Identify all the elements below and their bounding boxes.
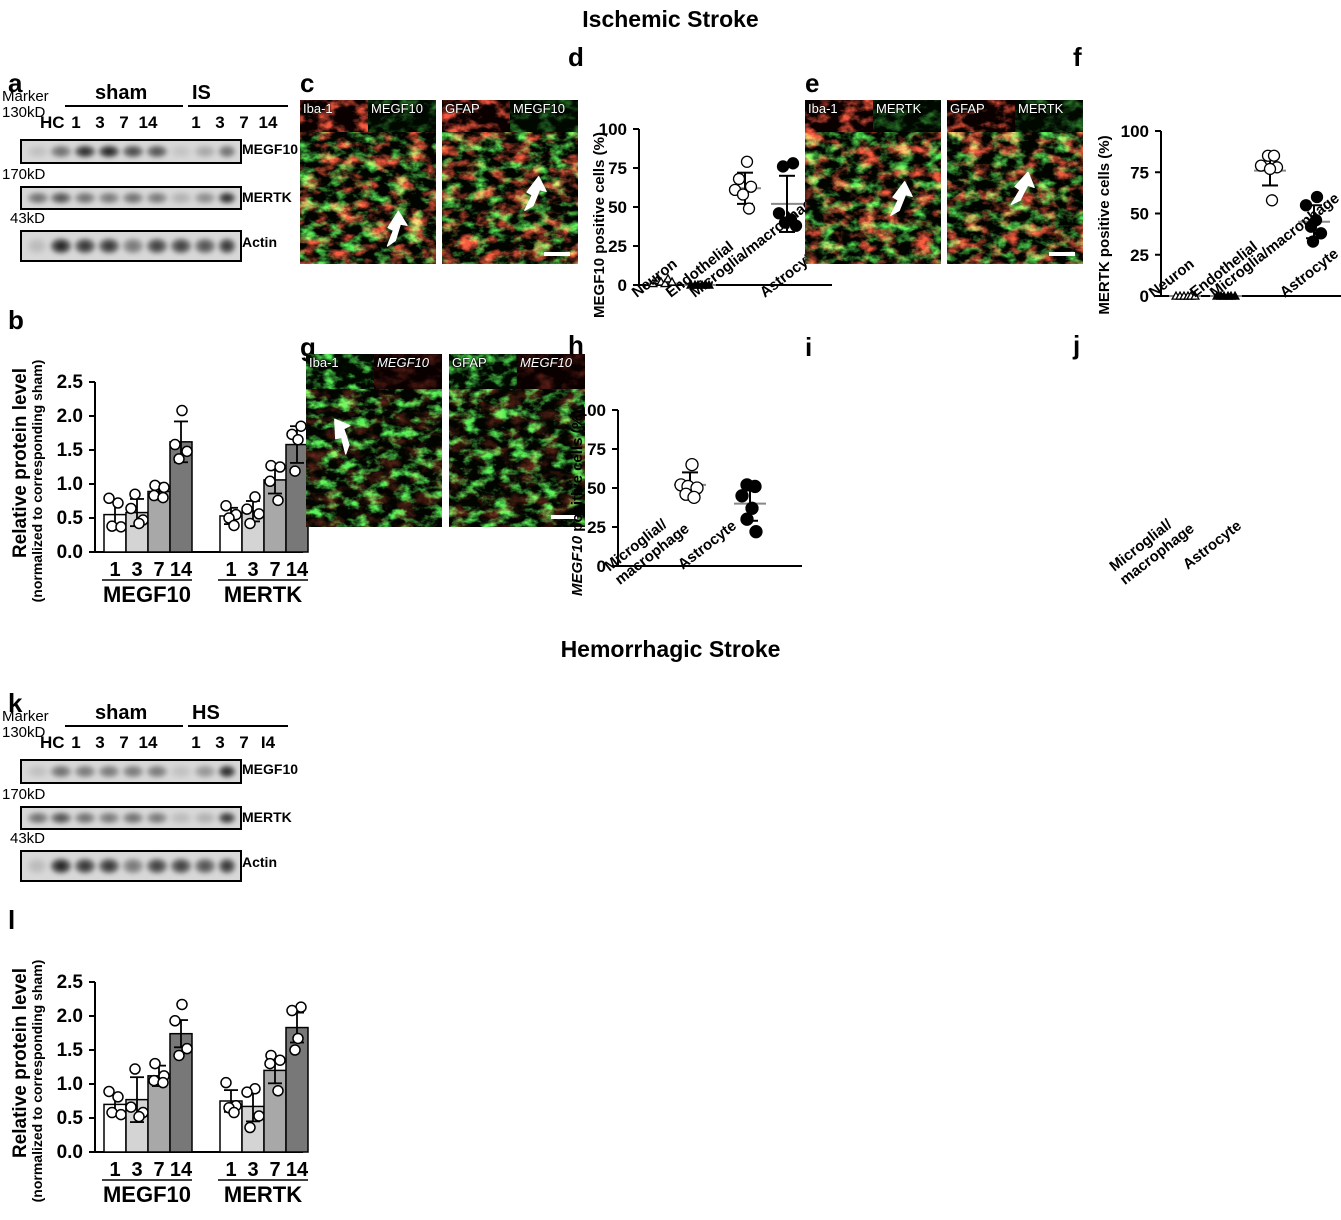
svg-text:14: 14	[170, 559, 193, 581]
svg-text:0.5: 0.5	[57, 1108, 84, 1129]
svg-text:7: 7	[269, 1159, 280, 1181]
svg-text:1.5: 1.5	[57, 440, 84, 461]
svg-text:3: 3	[247, 1159, 258, 1181]
svg-text:0: 0	[618, 276, 627, 295]
svg-text:7: 7	[269, 559, 280, 581]
svg-text:1: 1	[109, 1159, 120, 1181]
svg-text:2.0: 2.0	[57, 1006, 83, 1027]
svg-text:MERTK: MERTK	[224, 1182, 302, 1207]
svg-text:7: 7	[153, 1159, 164, 1181]
svg-text:0.0: 0.0	[57, 542, 83, 563]
svg-text:MEGF10: MEGF10	[103, 582, 191, 607]
svg-text:2.5: 2.5	[57, 372, 84, 393]
svg-text:50: 50	[608, 198, 627, 217]
svg-text:1.0: 1.0	[57, 1074, 83, 1095]
svg-text:2.0: 2.0	[57, 406, 83, 427]
svg-text:1: 1	[109, 559, 120, 581]
svg-text:1: 1	[225, 559, 236, 581]
svg-text:50: 50	[587, 479, 606, 498]
svg-text:25: 25	[608, 237, 627, 256]
svg-text:MERTK: MERTK	[224, 582, 302, 607]
svg-text:75: 75	[608, 159, 627, 178]
svg-text:14: 14	[170, 1159, 193, 1181]
svg-text:MEGF10: MEGF10	[103, 1182, 191, 1207]
svg-text:75: 75	[1130, 163, 1149, 182]
svg-text:1.0: 1.0	[57, 474, 83, 495]
svg-text:50: 50	[1130, 205, 1149, 224]
svg-text:1: 1	[225, 1159, 236, 1181]
svg-text:14: 14	[286, 1159, 309, 1181]
svg-text:14: 14	[286, 559, 309, 581]
svg-text:0.5: 0.5	[57, 508, 84, 529]
svg-text:3: 3	[247, 559, 258, 581]
svg-text:1.5: 1.5	[57, 1040, 84, 1061]
svg-text:7: 7	[153, 559, 164, 581]
svg-text:25: 25	[587, 518, 606, 537]
svg-text:3: 3	[131, 1159, 142, 1181]
svg-text:25: 25	[1130, 246, 1149, 265]
svg-text:2.5: 2.5	[57, 972, 84, 993]
svg-text:100: 100	[1121, 122, 1149, 141]
svg-text:75: 75	[587, 440, 606, 459]
svg-text:3: 3	[131, 559, 142, 581]
svg-text:0.0: 0.0	[57, 1142, 83, 1163]
